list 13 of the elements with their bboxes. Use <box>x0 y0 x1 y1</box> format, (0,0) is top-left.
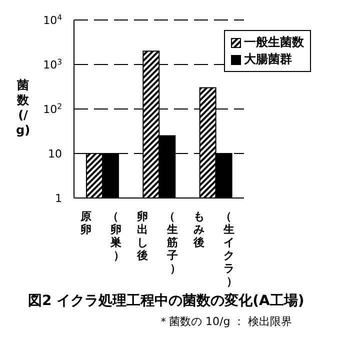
y-tick-label: 10 <box>48 148 62 160</box>
y-tick-label: 10$^{2}$ <box>43 102 62 116</box>
category-label: 卵出し後（生筋子） <box>137 210 181 275</box>
y-axis-title: 菌数 (/g) <box>16 78 30 138</box>
y-tick-label: 1 <box>55 192 62 205</box>
legend-label: 一般生菌数 <box>243 34 304 51</box>
category-label: 原卵（卵巣） <box>80 210 124 262</box>
legend-label: 大腸菌群 <box>243 51 293 68</box>
y-tick-label: 10$^{4}$ <box>43 12 62 27</box>
y-tick-label: 10$^{3}$ <box>43 57 62 72</box>
text: ＊菌数の 10/g ： 検出限界 <box>158 314 294 329</box>
text: 図2 イクラ処理工程中の菌数の変化(A工場) <box>28 292 306 310</box>
category-label: もみ後（生イクラ） <box>194 210 238 288</box>
